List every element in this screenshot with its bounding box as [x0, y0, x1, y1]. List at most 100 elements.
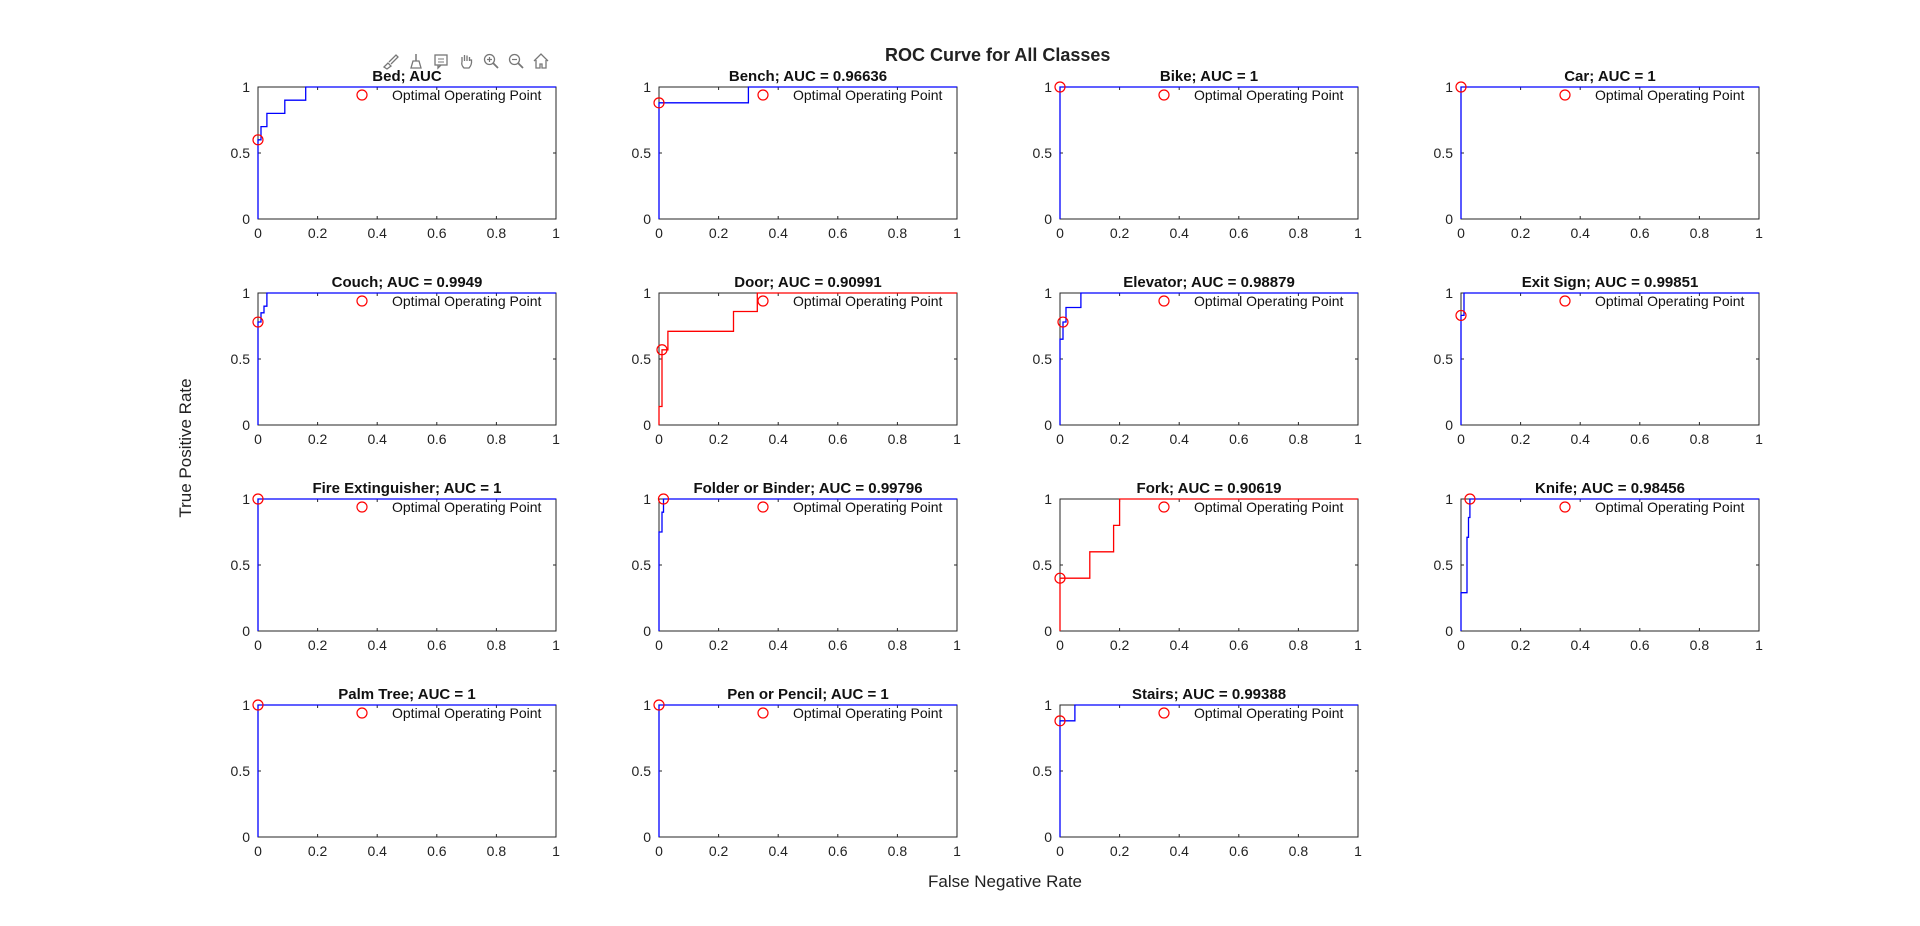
- legend-label: Optimal Operating Point: [1194, 293, 1344, 309]
- x-tick-label: 0.2: [308, 843, 328, 859]
- subplot-fork[interactable]: 0 0.2 0.4 0.6 0.8 1 0 0.5 1 Optimal Operating Poi…: [1033, 480, 1363, 653]
- x-tick-label: 0: [1457, 225, 1465, 241]
- x-tick-label: 0.6: [427, 843, 447, 859]
- y-tick-label: 0: [1445, 417, 1453, 433]
- y-tick-label: 1: [1445, 79, 1453, 95]
- subplot-stairs[interactable]: 0 0.2 0.4 0.6 0.8 1 0 0.5 1 Optimal Operating Poi…: [1033, 686, 1363, 859]
- optimal-point-marker: [653, 699, 665, 711]
- x-tick-label: 0: [1056, 225, 1064, 241]
- x-tick-label: 0: [655, 225, 663, 241]
- optimal-point-marker: [252, 134, 264, 146]
- legend-label: Optimal Operating Point: [1194, 705, 1344, 721]
- pan-button[interactable]: [455, 50, 477, 72]
- axes-box: [658, 292, 958, 426]
- x-tick-label: 0.2: [308, 637, 328, 653]
- y-tick-label: 0.5: [231, 351, 251, 367]
- optimal-point-marker: [1054, 572, 1066, 584]
- x-tick-label: 0.6: [1229, 431, 1249, 447]
- zoom-in-button[interactable]: [480, 50, 502, 72]
- subplot-car[interactable]: 0 0.2 0.4 0.6 0.8 1 0 0.5 1 Optimal Operating Poi…: [1434, 68, 1764, 241]
- home-button[interactable]: [530, 50, 552, 72]
- subplot-bench[interactable]: 0 0.2 0.4 0.6 0.8 1 0 0.5 1 Optimal Operating Poi…: [632, 68, 962, 241]
- y-tick-label: 1: [643, 79, 651, 95]
- legend-label: Optimal Operating Point: [1194, 87, 1344, 103]
- subplot-palm-tree[interactable]: 0 0.2 0.4 0.6 0.8 1 0 0.5 1 Optimal Operating Poi…: [231, 686, 561, 859]
- subplot-title: Knife; AUC = 0.98456: [1535, 480, 1685, 497]
- data-tips-button[interactable]: [430, 50, 452, 72]
- brush-button[interactable]: [380, 50, 402, 72]
- optimal-point-marker: [657, 493, 670, 505]
- x-tick-label: 0.2: [709, 637, 729, 653]
- axes-box: [1460, 86, 1760, 220]
- subplot-title: Exit Sign; AUC = 0.99851: [1522, 274, 1699, 291]
- optimal-point-marker: [1057, 316, 1069, 328]
- optimal-point-marker: [1455, 309, 1467, 322]
- x-tick-label: 1: [552, 225, 560, 241]
- roc-curve: [658, 86, 957, 219]
- x-tick-label: 0.8: [487, 225, 507, 241]
- x-tick-label: 0.6: [427, 431, 447, 447]
- y-tick-label: 0.5: [632, 145, 652, 161]
- roc-curve: [257, 498, 556, 631]
- subplot-title: Couch; AUC = 0.9949: [332, 274, 483, 291]
- x-tick-label: 0.6: [1229, 843, 1249, 859]
- x-tick-label: 0.4: [1570, 225, 1590, 241]
- legend-label: Optimal Operating Point: [392, 293, 542, 309]
- subplot-pen-or-pencil[interactable]: 0 0.2 0.4 0.6 0.8 1 0 0.5 1 Optimal Operating Poi…: [632, 686, 962, 859]
- y-tick-label: 1: [1044, 79, 1052, 95]
- legend-marker: [757, 295, 769, 307]
- x-tick-label: 0: [254, 225, 262, 241]
- subplot-knife[interactable]: 0 0.2 0.4 0.6 0.8 1 0 0.5 1 Optimal Operating Poi…: [1434, 480, 1764, 653]
- y-tick-label: 1: [1044, 697, 1052, 713]
- subplot-couch[interactable]: 0 0.2 0.4 0.6 0.8 1 0 0.5 1 Optimal Operating Poi…: [231, 274, 561, 447]
- y-tick-label: 0.5: [632, 763, 652, 779]
- axes-box: [1059, 86, 1359, 220]
- optimal-point-marker: [252, 316, 264, 328]
- x-tick-label: 0.4: [1169, 843, 1189, 859]
- subplot-door[interactable]: 0 0.2 0.4 0.6 0.8 1 0 0.5 1 Optimal Operating Poi…: [632, 274, 962, 447]
- roc-curve: [1460, 86, 1759, 219]
- optimal-point-marker: [252, 699, 264, 711]
- x-tick-label: 0.8: [487, 431, 507, 447]
- subplot-elevator[interactable]: 0 0.2 0.4 0.6 0.8 1 0 0.5 1 Optimal Operating Poi…: [1033, 274, 1363, 447]
- x-tick-label: 0.6: [1630, 225, 1650, 241]
- x-tick-label: 1: [953, 431, 961, 447]
- y-tick-label: 1: [643, 285, 651, 301]
- subplot-bed[interactable]: 0 0.2 0.4 0.6 0.8 1 0 0.5 1 Optimal Operating Poi…: [231, 68, 561, 241]
- x-tick-label: 0.8: [1690, 225, 1710, 241]
- y-tick-label: 0.5: [1033, 145, 1053, 161]
- subplot-bike[interactable]: 0 0.2 0.4 0.6 0.8 1 0 0.5 1 Optimal Operating Poi…: [1033, 68, 1363, 241]
- x-tick-label: 0.6: [1229, 637, 1249, 653]
- y-tick-label: 1: [1445, 285, 1453, 301]
- roc-curve: [658, 292, 957, 425]
- subplot-fire-extinguisher[interactable]: 0 0.2 0.4 0.6 0.8 1 0 0.5 1 Optimal Operating Poi…: [231, 480, 561, 653]
- data-tips-icon: [434, 54, 448, 70]
- zoom-out-button[interactable]: [505, 50, 527, 72]
- legend-marker: [1158, 707, 1170, 719]
- subplot-title: Car; AUC = 1: [1564, 68, 1656, 85]
- subplot-exit-sign[interactable]: 0 0.2 0.4 0.6 0.8 1 0 0.5 1 Optimal Operating Poi…: [1434, 274, 1764, 447]
- legend-label: Optimal Operating Point: [1595, 87, 1745, 103]
- legend: Optimal Operating Point: [1559, 87, 1745, 103]
- optimal-point-marker: [1455, 81, 1467, 93]
- y-tick-label: 0: [242, 623, 250, 639]
- clear-button[interactable]: [405, 50, 427, 72]
- y-tick-label: 1: [643, 697, 651, 713]
- x-tick-label: 0: [254, 843, 262, 859]
- y-tick-label: 0: [242, 211, 250, 227]
- legend: Optimal Operating Point: [757, 705, 943, 721]
- x-tick-label: 0.6: [828, 431, 848, 447]
- roc-curve: [1059, 704, 1358, 837]
- x-tick-label: 0.2: [1110, 431, 1130, 447]
- legend-marker: [757, 89, 769, 101]
- y-tick-label: 0: [643, 623, 651, 639]
- x-tick-label: 0: [655, 431, 663, 447]
- legend-marker: [1158, 501, 1170, 513]
- legend-marker: [1559, 295, 1571, 307]
- x-tick-label: 1: [1354, 843, 1362, 859]
- y-tick-label: 0: [1044, 829, 1052, 845]
- subplot-title: Fork; AUC = 0.90619: [1137, 480, 1282, 497]
- subplot-folder-or-binder[interactable]: 0 0.2 0.4 0.6 0.8 1 0 0.5 1 Optimal Operating Poi…: [632, 480, 962, 653]
- legend-marker: [757, 501, 769, 513]
- subplot-title: Palm Tree; AUC = 1: [338, 686, 475, 703]
